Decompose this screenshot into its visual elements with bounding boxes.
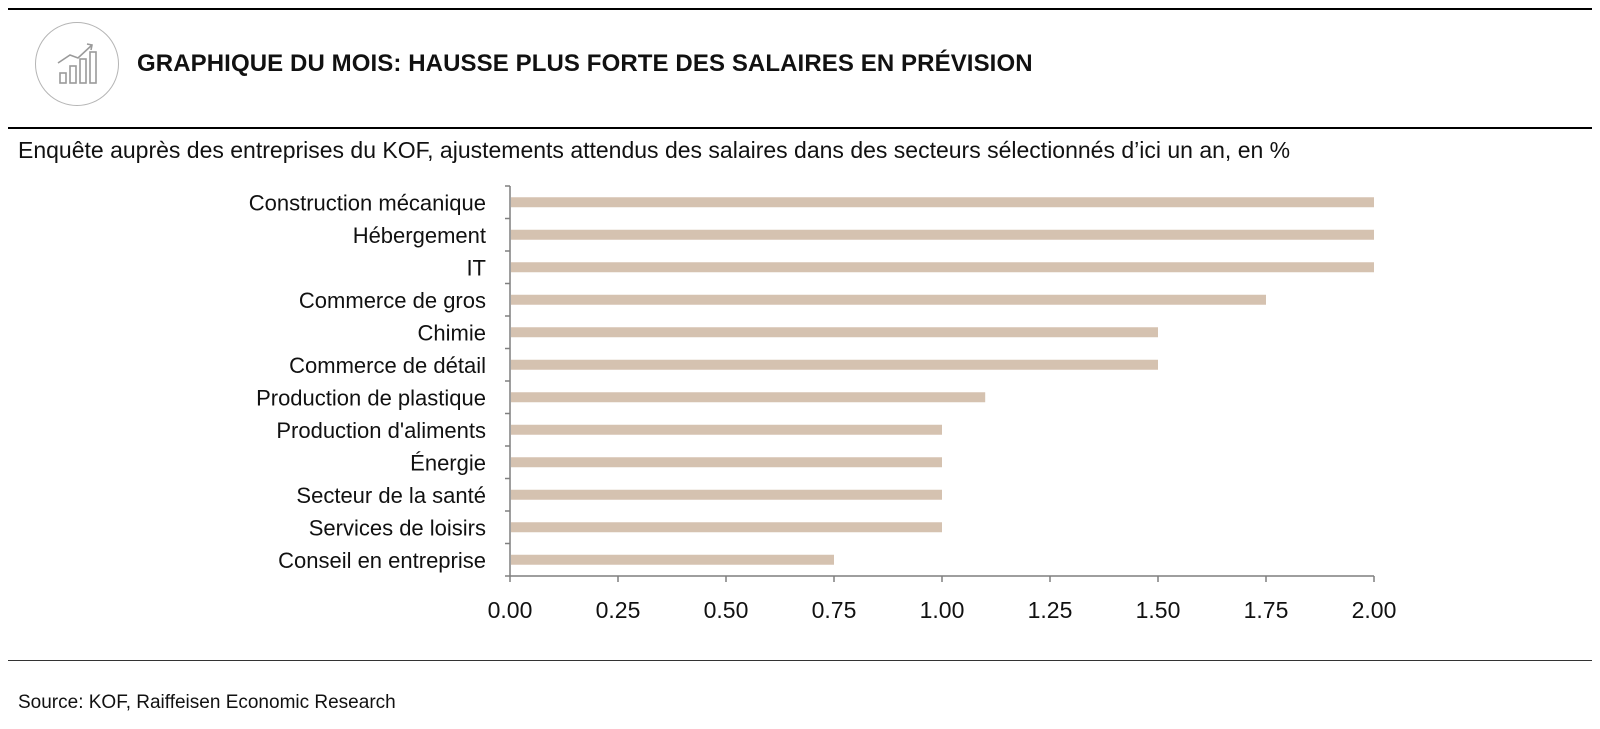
header-rule xyxy=(8,127,1592,129)
x-tick-label: 1.25 xyxy=(1028,597,1073,623)
x-tick-label: 1.75 xyxy=(1244,597,1289,623)
bar xyxy=(511,262,1374,273)
bar xyxy=(511,522,942,533)
x-tick-label: 2.00 xyxy=(1352,597,1397,623)
bar xyxy=(511,197,1374,208)
category-label: Énergie xyxy=(410,450,486,475)
x-tick-label: 1.00 xyxy=(920,597,965,623)
category-label: Chimie xyxy=(418,320,486,345)
category-label: Hébergement xyxy=(353,223,486,248)
bar xyxy=(511,457,942,468)
page-title: GRAPHIQUE DU MOIS: HAUSSE PLUS FORTE DES… xyxy=(137,50,1033,77)
growth-chart-icon xyxy=(57,43,97,84)
bar xyxy=(511,229,1374,240)
bar xyxy=(511,327,1158,338)
top-rule xyxy=(8,8,1592,10)
x-tick-label: 0.00 xyxy=(488,597,533,623)
x-tick-label: 0.75 xyxy=(812,597,857,623)
chart-badge xyxy=(35,22,119,106)
category-label: Construction mécanique xyxy=(249,190,486,215)
category-label: Secteur de la santé xyxy=(296,483,486,508)
bar xyxy=(511,392,986,403)
bar xyxy=(511,424,942,435)
bar xyxy=(511,489,942,500)
source-note: Source: KOF, Raiffeisen Economic Researc… xyxy=(18,692,396,713)
bar xyxy=(511,359,1158,370)
category-label: Services de loisirs xyxy=(309,515,486,540)
category-label: IT xyxy=(466,255,486,280)
category-label: Production de plastique xyxy=(256,385,486,410)
category-label: Commerce de détail xyxy=(289,353,486,378)
bar xyxy=(511,554,834,565)
bar xyxy=(511,294,1266,305)
category-label: Production d'aliments xyxy=(276,418,486,443)
x-tick-label: 1.50 xyxy=(1136,597,1181,623)
chart-subtitle: Enquête auprès des entreprises du KOF, a… xyxy=(18,137,1291,163)
x-tick-label: 0.25 xyxy=(596,597,641,623)
footer-rule xyxy=(8,660,1592,661)
x-tick-label: 0.50 xyxy=(704,597,749,623)
category-label: Conseil en entreprise xyxy=(278,548,486,573)
category-label: Commerce de gros xyxy=(299,288,486,313)
